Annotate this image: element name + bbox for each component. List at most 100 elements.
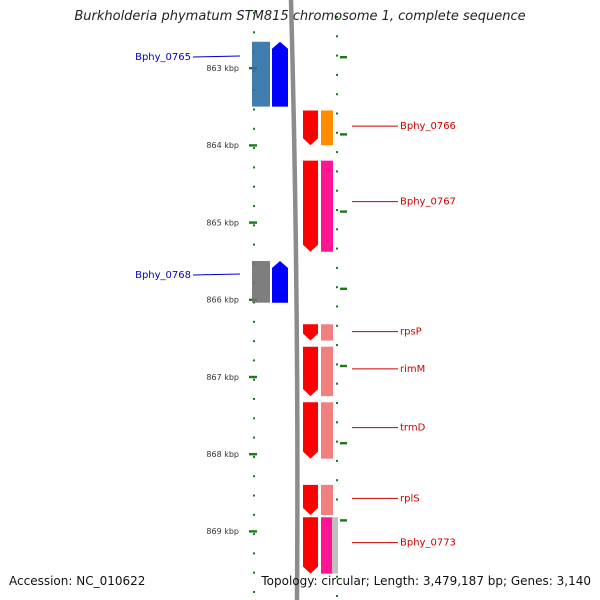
gene-arrow (303, 402, 318, 459)
gene-arrow (303, 346, 318, 397)
ruler-dot (253, 398, 255, 400)
ruler-major-tick (249, 530, 257, 533)
ruler-major-tick (340, 364, 347, 368)
backbone-line (288, 0, 300, 600)
ruler-dot (336, 131, 338, 134)
ruler-major-tick (249, 144, 257, 147)
ruler-dot (336, 344, 338, 347)
ruler-dot (336, 93, 338, 96)
accession-label: Accession: NC_010622 (9, 574, 146, 588)
ruler-dot (253, 320, 255, 323)
ruler-dot (253, 340, 255, 343)
ruler-dot (336, 595, 338, 597)
ruler-dot (336, 402, 338, 404)
ruler-dot (253, 127, 255, 130)
ruler-label: 865 kbp (206, 218, 239, 227)
ruler-dot (253, 147, 255, 150)
ruler-dot (336, 151, 338, 154)
gene-labels: Bphy_0765 Bphy_0766 Bphy_0767 Bphy_0768 rpsP… (135, 52, 456, 549)
gene-Bphy_0768 (252, 261, 288, 303)
gene-arrow (303, 484, 318, 515)
gene-label: Bphy_0767 (400, 197, 456, 208)
ruler-major-tick (340, 519, 347, 522)
gene-label: Bphy_0773 (400, 538, 456, 549)
ruler-label: 866 kbp (206, 296, 239, 305)
ruler-dot (253, 31, 255, 34)
ruler-dot (253, 533, 255, 536)
ruler-dot (336, 479, 338, 482)
gene-label: trmD (400, 423, 426, 434)
ruler-dot (253, 359, 255, 362)
gene-label: Bphy_0768 (135, 270, 191, 281)
gene-block (321, 346, 333, 397)
ruler-dot (336, 35, 338, 38)
gene-block (321, 484, 333, 515)
gene-Bphy_0765 (252, 41, 288, 107)
genome-stats: Topology: circular; Length: 3,479,187 bp… (261, 574, 591, 588)
ruler-dot (253, 108, 255, 111)
gene-block (321, 517, 333, 574)
ruler-dot (336, 266, 338, 269)
gene-rpsP (303, 324, 333, 341)
ruler-dot (253, 205, 255, 207)
ruler-label: 863 kbp (206, 64, 239, 73)
gene-block (321, 110, 333, 146)
gene-features (252, 41, 338, 574)
gene-label: Bphy_0765 (135, 52, 191, 63)
ruler-major-tick (249, 221, 257, 224)
gene-Bphy_0767 (303, 160, 333, 252)
gene-leader-line (192, 273, 241, 276)
ruler-dot (253, 417, 255, 420)
gene-arrow (303, 110, 318, 146)
ruler-major-tick (340, 56, 347, 59)
ruler-dot (253, 494, 255, 497)
gene-arrow (272, 41, 288, 107)
gene-Bphy_0766 (303, 110, 333, 146)
ruler-dot (253, 243, 255, 246)
ruler-major-tick (340, 442, 347, 445)
ruler-dot (253, 378, 255, 381)
ruler-dot (336, 440, 338, 443)
ruler-dot (336, 247, 338, 250)
ruler-dot (336, 189, 338, 192)
ruler-dot (336, 209, 338, 211)
gene-block (252, 261, 270, 303)
ruler-dot (253, 166, 255, 169)
ruler-major-tick (340, 287, 347, 290)
ruler-label: 867 kbp (206, 373, 239, 382)
gene-arrow (303, 324, 318, 341)
ruler-dot (253, 455, 255, 458)
gene-trmD (303, 402, 333, 459)
ruler-dot (336, 421, 338, 424)
gene-block (321, 324, 333, 341)
ruler-major-tick (249, 453, 257, 456)
gene-label: rimM (400, 364, 425, 375)
ruler-dot (336, 112, 338, 115)
ruler-label: 864 kbp (206, 141, 239, 150)
ruler-dot (253, 224, 255, 227)
gene-label: rplS (400, 493, 420, 504)
ruler-dot (336, 54, 338, 57)
gene-arrow (272, 261, 288, 303)
ruler-dot (253, 12, 255, 14)
ruler-label: 868 kbp (206, 450, 239, 459)
ruler-major-tick (340, 210, 347, 213)
gene-rplS (303, 484, 333, 515)
ruler-dot (253, 552, 255, 555)
ruler-major-tick (340, 133, 347, 136)
ruler-dot (336, 575, 338, 578)
chromosome-backbone (288, 0, 300, 600)
gene-label: rpsP (400, 327, 422, 338)
ruler-major-tick (249, 375, 257, 379)
gene-arrow (303, 160, 318, 252)
gene-block (332, 517, 338, 574)
ruler-dot (336, 459, 338, 462)
gene-block (321, 402, 333, 459)
ruler-dot (336, 170, 338, 173)
gene-leader-line (192, 55, 241, 58)
gene-label: Bphy_0766 (400, 121, 456, 132)
gene-arrow (303, 517, 318, 574)
ruler-dot (336, 324, 338, 327)
gene-block (321, 160, 333, 252)
